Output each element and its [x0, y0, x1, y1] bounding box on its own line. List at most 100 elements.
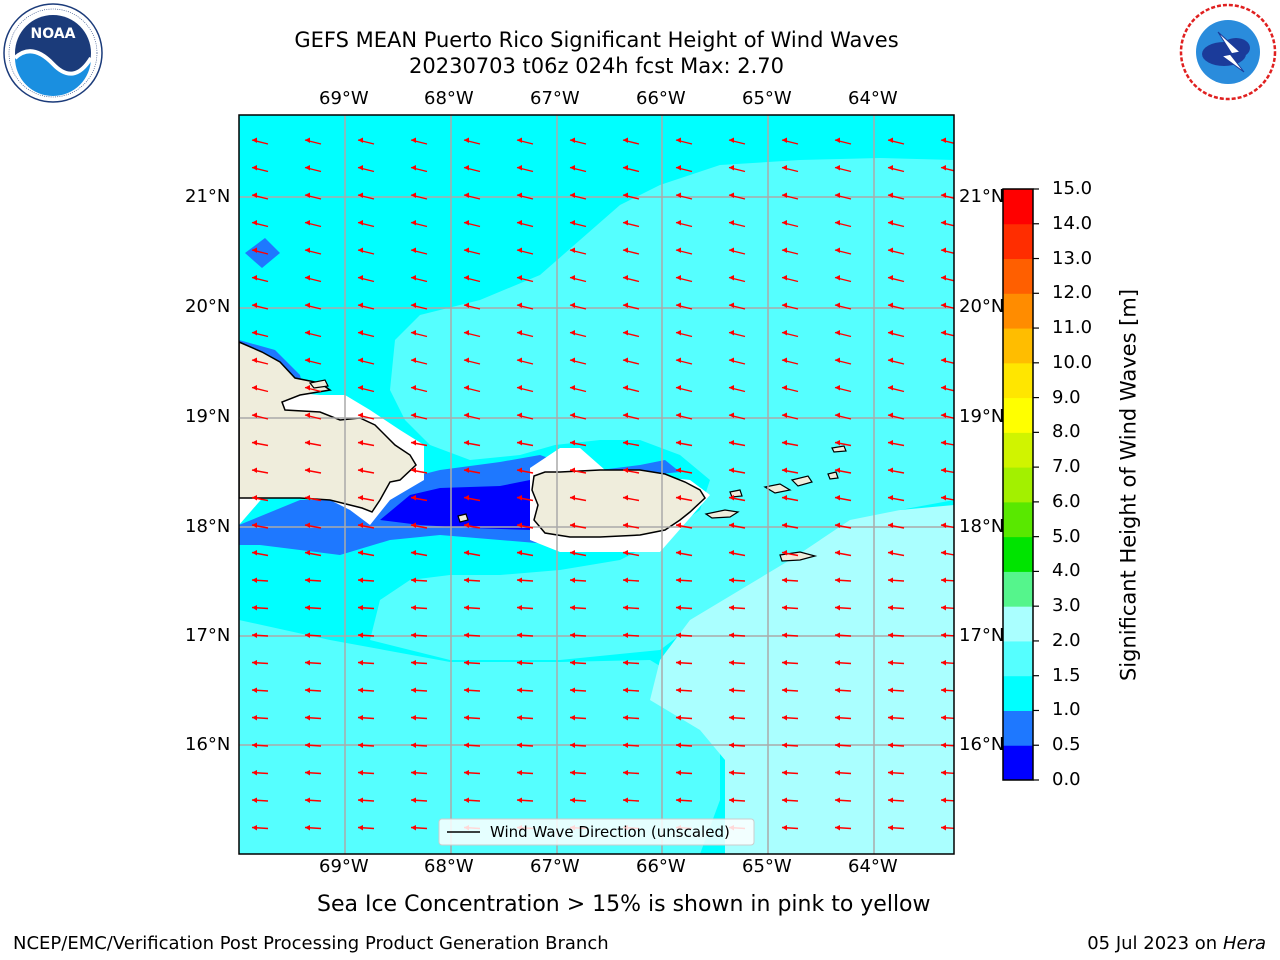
wave-direction-arrowhead: [676, 715, 681, 721]
wave-direction-arrowhead: [411, 825, 416, 831]
wave-direction-arrowhead: [782, 825, 787, 831]
wave-direction-arrowhead: [835, 715, 840, 721]
wave-direction-arrowhead: [358, 440, 363, 446]
wave-direction-arrowhead: [623, 137, 628, 143]
wave-direction-arrowhead: [411, 715, 416, 721]
wave-direction-arrowhead: [252, 385, 257, 391]
wave-direction-arrowhead: [623, 577, 628, 583]
lon-label-bottom: 69°W: [319, 856, 369, 877]
wave-direction-arrowhead: [252, 247, 257, 253]
colorbar-segment: [1003, 362, 1033, 399]
wave-direction-arrowhead: [888, 330, 893, 336]
wave-direction-arrowhead: [464, 412, 469, 418]
colorbar-tick-label: 11.0: [1052, 317, 1093, 339]
wave-direction-arrowhead: [835, 220, 840, 226]
wave-direction-arrowhead: [782, 275, 787, 281]
wave-direction-arrowhead: [623, 275, 628, 281]
colorbar-tick-label: 10.0: [1052, 351, 1093, 373]
wave-direction-arrowhead: [411, 275, 416, 281]
wave-direction-arrowhead: [464, 687, 469, 693]
wave-direction-arrowhead: [570, 192, 575, 198]
legend-label: Wind Wave Direction (unscaled): [490, 823, 730, 841]
noaa-logo: NOAA: [3, 3, 103, 103]
wave-direction-arrowhead: [305, 357, 310, 363]
wave-direction-arrowhead: [464, 165, 469, 171]
wave-direction-arrowhead: [305, 550, 310, 556]
wave-direction-arrowhead: [941, 330, 946, 336]
wave-direction-arrowhead: [464, 797, 469, 803]
wave-direction-arrowhead: [411, 605, 416, 611]
wave-direction-arrowhead: [835, 660, 840, 666]
wave-direction-arrowhead: [676, 770, 681, 776]
wave-band-0-0p5: [380, 480, 532, 530]
wave-direction-arrowhead: [835, 137, 840, 143]
wave-direction-arrowhead: [941, 385, 946, 391]
wave-direction-arrowhead: [623, 440, 628, 446]
wave-direction-arrowhead: [464, 632, 469, 638]
wave-direction-arrowhead: [358, 247, 363, 253]
wave-direction-arrowhead: [252, 302, 257, 308]
wave-direction-arrowhead: [252, 660, 257, 666]
wave-direction-arrowhead: [305, 412, 310, 418]
wave-direction-arrowhead: [782, 715, 787, 721]
wave-direction-arrowhead: [835, 577, 840, 583]
wave-direction-arrowhead: [729, 522, 734, 528]
wave-direction-arrowhead: [835, 165, 840, 171]
wave-direction-arrowhead: [358, 577, 363, 583]
wave-direction-arrowhead: [676, 357, 681, 363]
lat-label-right: 20°N: [959, 296, 1003, 317]
wave-direction-arrowhead: [305, 220, 310, 226]
wave-direction-arrowhead: [252, 165, 257, 171]
wave-direction-arrowhead: [941, 632, 946, 638]
wave-direction-arrowhead: [517, 797, 522, 803]
wave-direction-arrowhead: [941, 605, 946, 611]
wave-direction-arrowhead: [464, 550, 469, 556]
wave-direction-arrowhead: [729, 247, 734, 253]
colorbar-segment: [1003, 745, 1033, 781]
wave-direction-arrowhead: [358, 797, 363, 803]
wave-direction-arrowhead: [888, 632, 893, 638]
wave-direction-arrowhead: [676, 330, 681, 336]
wave-direction-arrowhead: [358, 220, 363, 226]
wave-direction-arrowhead: [305, 715, 310, 721]
wave-direction-arrowhead: [888, 467, 893, 473]
wave-direction-arrowhead: [252, 742, 257, 748]
wave-direction-arrowhead: [305, 495, 310, 501]
wave-direction-arrowhead: [782, 632, 787, 638]
wave-direction-arrowhead: [729, 577, 734, 583]
wave-direction-arrowhead: [941, 825, 946, 831]
wave-direction-arrowhead: [305, 825, 310, 831]
wave-direction-arrowhead: [676, 797, 681, 803]
wave-direction-arrowhead: [411, 687, 416, 693]
wave-direction-arrowhead: [676, 550, 681, 556]
colorbar-segment: [1003, 189, 1033, 225]
wave-direction-arrowhead: [623, 330, 628, 336]
lon-label-bottom: 67°W: [530, 856, 580, 877]
chart-subtitle-forecast: 20230703 t06z 024h fcst Max: 2.70: [409, 54, 784, 78]
wave-direction-arrowhead: [676, 137, 681, 143]
wave-direction-arrowhead: [729, 302, 734, 308]
wave-direction-arrowhead: [729, 742, 734, 748]
wave-direction-arrowhead: [305, 467, 310, 473]
colorbar-tick-label: 15.0: [1052, 178, 1093, 199]
lat-label-right: 16°N: [959, 734, 1003, 755]
wave-direction-arrowhead: [570, 770, 575, 776]
colorbar-tick-label: 14.0: [1052, 212, 1093, 234]
colorbar-title-wrap: Significant Height of Wind Waves [m]: [1104, 189, 1154, 780]
wave-direction-arrowhead: [358, 192, 363, 198]
colorbar-tick-label: 9.0: [1052, 386, 1081, 408]
wave-direction-arrowhead: [888, 522, 893, 528]
colorbar-segment: [1003, 258, 1033, 294]
lon-label-top: 69°W: [319, 88, 369, 109]
wave-direction-arrowhead: [570, 165, 575, 171]
colorbar-segment: [1003, 640, 1033, 677]
wave-direction-arrowhead: [623, 165, 628, 171]
wave-direction-arrowhead: [464, 522, 469, 528]
wave-direction-arrowhead: [411, 165, 416, 171]
wave-direction-arrowhead: [729, 137, 734, 143]
colorbar-tick-label: 8.0: [1052, 421, 1081, 443]
wave-direction-arrowhead: [570, 660, 575, 666]
wave-direction-arrowhead: [252, 550, 257, 556]
colorbar-segment: [1003, 675, 1033, 711]
wave-direction-arrowhead: [252, 632, 257, 638]
